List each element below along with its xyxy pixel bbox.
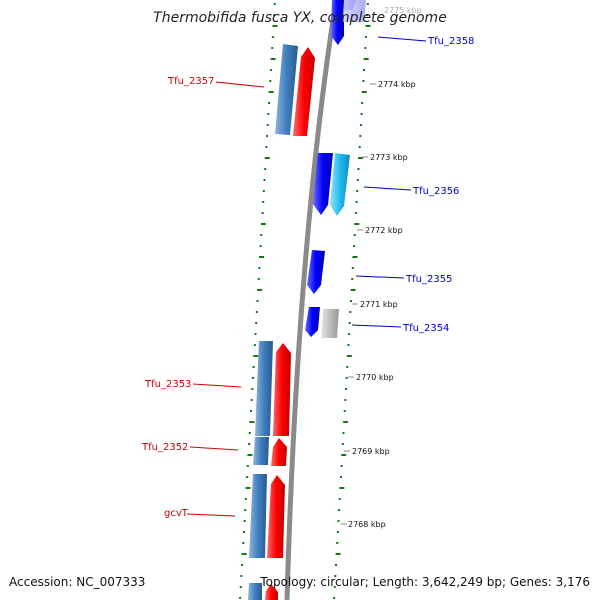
scale-label-2773: 2773 kbp xyxy=(370,153,408,162)
scale-label-2770: 2770 kbp xyxy=(356,373,394,382)
gc-content-ticks-left xyxy=(239,3,278,599)
gc-content-ticks-right xyxy=(333,3,371,599)
gene-label-tfu-2355[interactable]: Tfu_2355 xyxy=(405,274,452,285)
gene-tfu-2352-red xyxy=(271,438,287,466)
scale-ticks xyxy=(341,83,376,525)
gene-tfu-2352-steel xyxy=(253,437,269,465)
gene-tfu-2357-red xyxy=(293,47,315,136)
gene-label-tfu-2354[interactable]: Tfu_2354 xyxy=(402,323,449,334)
gene-tfu-2354-blue xyxy=(305,307,320,337)
map-title: Thermobifida fusca YX, complete genome xyxy=(153,10,447,26)
genome-backbone xyxy=(284,0,339,600)
gene-tfu-2356-blue xyxy=(313,153,333,215)
gene-tfu-2354-grey xyxy=(321,309,339,338)
scale-label-2771: 2771 kbp xyxy=(360,300,398,309)
gene-tfu-2357-steel xyxy=(275,44,298,135)
scale-label-2774: 2774 kbp xyxy=(378,80,416,89)
label-leader-lines xyxy=(186,36,427,517)
gene-gcvt-steel xyxy=(249,474,267,558)
gene-tfu-2358 xyxy=(331,0,344,45)
scale-label-2769: 2769 kbp xyxy=(352,447,390,456)
gene-gcvt-red xyxy=(267,475,285,558)
gene-tfu-2356-cyan xyxy=(330,153,350,216)
gene-tfu-2358-ext xyxy=(342,0,366,22)
gene-tfu-2353-steel xyxy=(255,341,273,436)
scale-label-2768: 2768 kbp xyxy=(348,520,386,529)
gene-tfu-2355 xyxy=(307,250,325,294)
gene-bottom-steel xyxy=(248,583,262,600)
gene-bottom-red xyxy=(265,584,278,600)
genome-summary-text: Topology: circular; Length: 3,642,249 bp… xyxy=(260,575,590,589)
gene-label-tfu-2353[interactable]: Tfu_2353 xyxy=(144,379,191,390)
gene-label-tfu-2352[interactable]: Tfu_2352 xyxy=(141,442,188,453)
gene-label-tfu-2358[interactable]: Tfu_2358 xyxy=(427,36,474,47)
gene-label-gcvt[interactable]: gcvT xyxy=(164,508,189,519)
gene-tfu-2353-red xyxy=(273,343,291,436)
scale-label-2772: 2772 kbp xyxy=(365,226,403,235)
gene-label-tfu-2356[interactable]: Tfu_2356 xyxy=(412,186,459,197)
scale-label-2775: 2775 kbp xyxy=(384,6,422,15)
accession-text: Accession: NC_007333 xyxy=(9,575,146,589)
gene-label-tfu-2357[interactable]: Tfu_2357 xyxy=(167,76,214,87)
